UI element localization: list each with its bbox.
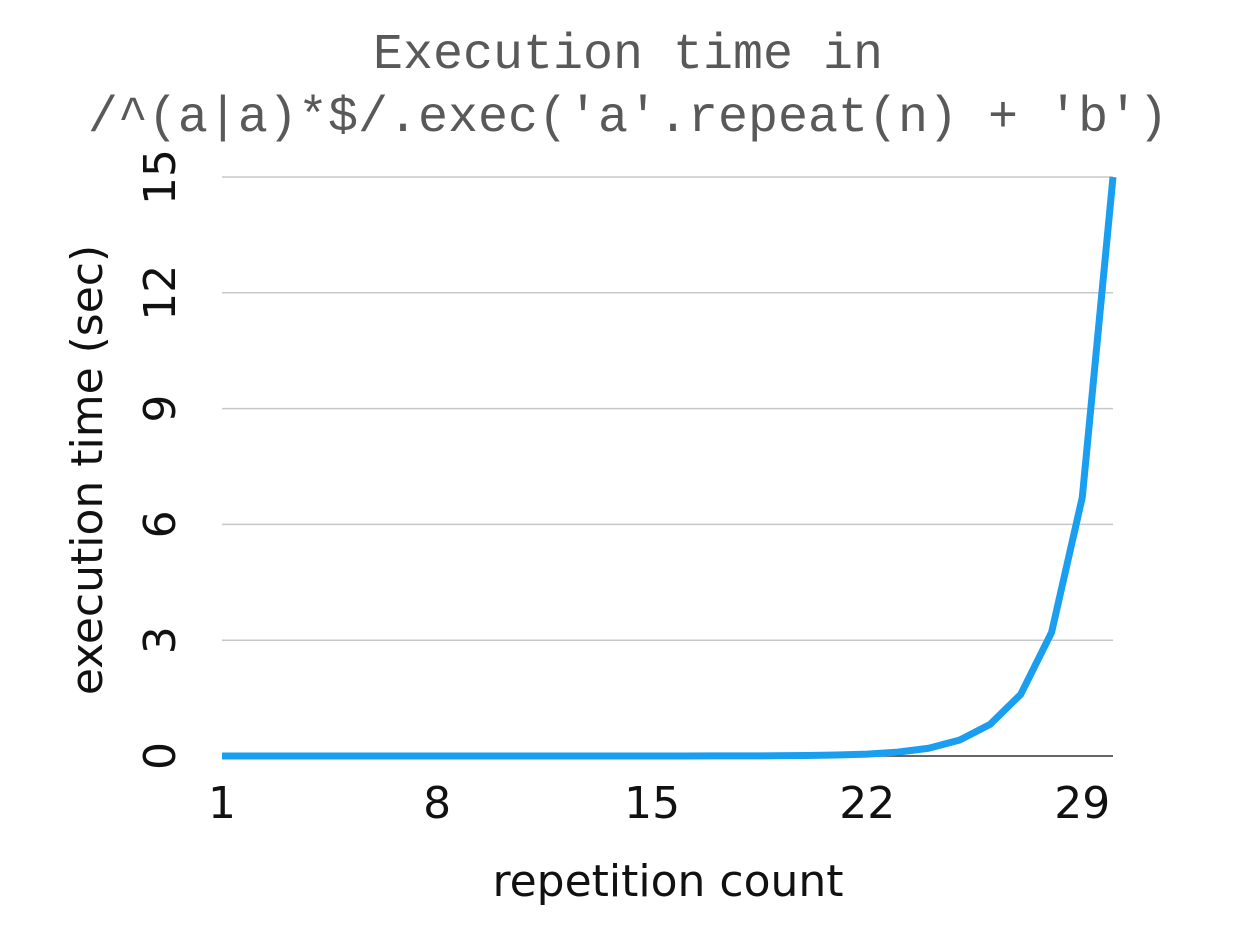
x-tick-label: 15 (624, 778, 680, 829)
x-tick-label: 29 (1054, 778, 1110, 829)
chart-title: Execution time in (373, 27, 883, 84)
y-tick-label: 0 (135, 742, 186, 770)
y-tick-label: 15 (135, 149, 186, 205)
x-tick-label: 22 (839, 778, 895, 829)
chart-title: /^(a|a)*$/.exec('a'.repeat(n) + 'b') (88, 90, 1168, 147)
data-line (222, 176, 1117, 760)
x-tick-label: 1 (208, 778, 236, 829)
x-tick-label: 8 (423, 778, 451, 829)
y-tick-label: 3 (135, 626, 186, 654)
y-tick-label: 6 (135, 510, 186, 538)
y-tick-label: 9 (135, 395, 186, 423)
x-axis-label: repetition count (492, 856, 843, 907)
y-axis-label: execution time (sec) (62, 245, 113, 695)
y-tick-label: 12 (135, 265, 186, 321)
